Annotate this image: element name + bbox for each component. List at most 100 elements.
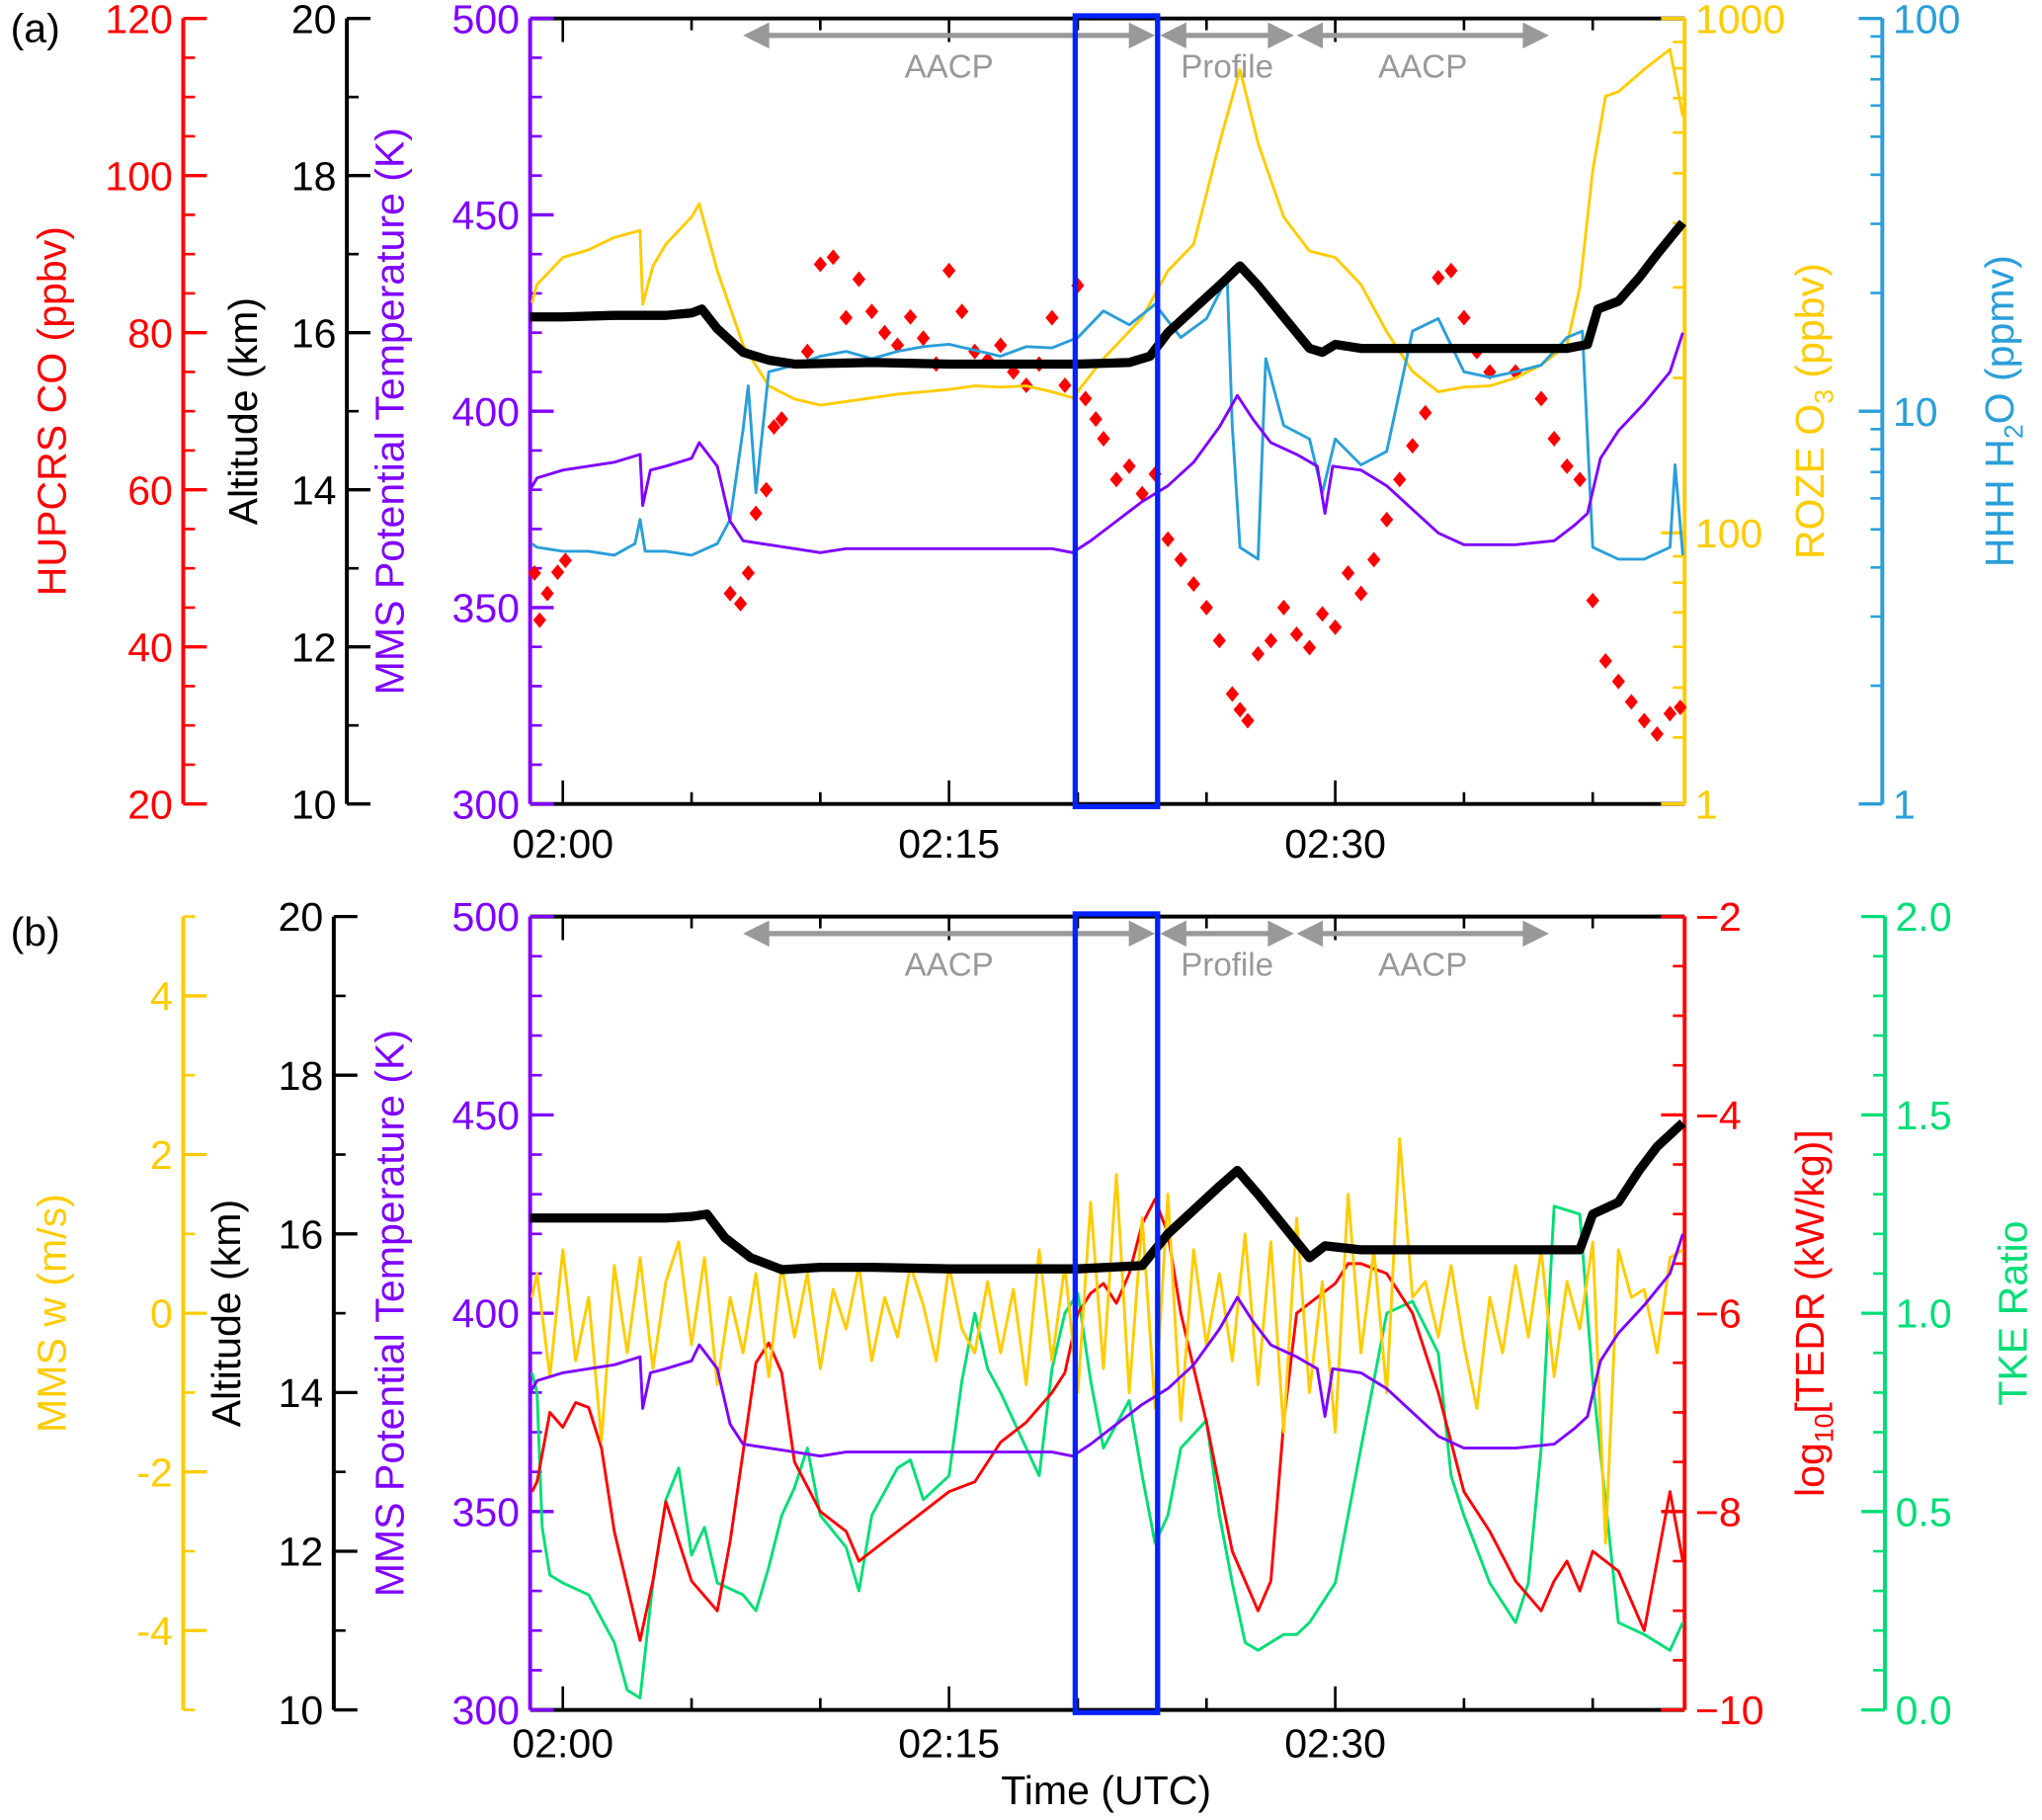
co-data-point (1212, 632, 1226, 649)
y-axis-title-co: HUPCRS CO (ppbv) (29, 226, 74, 596)
co-data-point (1586, 592, 1599, 609)
y-axis-alt: 10 12 14 16 18 20 Altitude (km) (220, 0, 370, 827)
y-tick-label-tke: 0.0 (1896, 1688, 1952, 1733)
y-tick-label-alt: 18 (279, 1053, 324, 1099)
co-data-point (1560, 457, 1574, 474)
y-axis-title-theta: MMS Potential Temperature (K) (367, 1030, 412, 1597)
co-data-point (1097, 431, 1110, 447)
y-tick-label-w: 2 (150, 1132, 173, 1178)
y-axis-title-text: ROZE O (1787, 404, 1833, 559)
phase-annotation: AACP (1296, 920, 1549, 983)
co-data-point (955, 303, 969, 320)
co-data-point (1058, 376, 1072, 393)
arrow-head-left-icon (743, 920, 770, 948)
y-axis-title-text: TKE Ratio (1990, 1221, 2035, 1406)
y-axis-title-text: Altitude (km) (204, 1200, 249, 1427)
y-tick-label-co: 40 (127, 624, 173, 670)
co-data-point (877, 324, 892, 341)
co-data-point (1122, 457, 1136, 474)
co-data-point (540, 585, 554, 602)
arrow-head-right-icon (1267, 920, 1294, 948)
y-axis-theta: 300 350 400 450 500 MMS Potential Temperature… (367, 0, 554, 827)
arrow-head-left-icon (1296, 22, 1324, 49)
series-h2o-line (531, 276, 1684, 561)
x-tick-label: 02:30 (1284, 821, 1386, 867)
y-tick-label-co: 20 (127, 782, 173, 827)
arrow-head-left-icon (1160, 22, 1186, 49)
y-tick-label-co: 80 (127, 310, 173, 356)
series-theta-line (529, 332, 1684, 554)
co-data-point (942, 262, 956, 279)
y-tick-label-o3: 100 (1695, 511, 1763, 556)
y-axis-title-h2o: HHH H2O (ppmv) (1977, 255, 2028, 567)
phase-label: AACP (1378, 947, 1467, 983)
co-data-point (864, 303, 879, 320)
co-data-point (1328, 619, 1343, 635)
x-tick-label: 02:15 (898, 821, 1000, 867)
co-data-point (550, 564, 565, 581)
co-data-point (903, 308, 918, 325)
y-tick-label-w: 4 (150, 973, 173, 1019)
y-tick-label-alt: 20 (291, 0, 337, 41)
y-tick-label-tke: 1.0 (1896, 1291, 1952, 1337)
co-data-point (1598, 653, 1612, 669)
y-axis-title-subscript: 2 (2000, 424, 2029, 439)
y-tick-label-co: 60 (127, 467, 173, 513)
co-data-point (1251, 645, 1266, 662)
y-axis-h2o: 1 10 100 HHH H2O (ppmv) (1858, 0, 2029, 827)
y-axis-title-tail: O (ppmv) (1977, 255, 2022, 424)
y-tick-label-alt: 14 (291, 467, 337, 513)
arrow-head-right-icon (1522, 920, 1549, 948)
co-data-point (1380, 511, 1394, 528)
co-data-point (1534, 390, 1548, 407)
y-axis-title-w: MMS w (m/s) (29, 1194, 74, 1433)
arrow-head-right-icon (1267, 22, 1294, 49)
y-tick-label-alt: 10 (279, 1688, 324, 1733)
phase-label: AACP (1378, 48, 1467, 85)
y-tick-label-h2o: 10 (1893, 389, 1938, 435)
y-tick-label-theta: 300 (452, 1688, 521, 1733)
y-axis-title-subscript: 10 (1809, 1414, 1838, 1443)
co-data-point (1663, 705, 1677, 722)
y-tick-label-theta: 500 (452, 0, 521, 41)
co-data-point (1444, 262, 1458, 279)
y-tick-label-theta: 350 (452, 585, 521, 630)
y-tick-label-tedr: −2 (1695, 894, 1742, 940)
y-axis-alt: 10 12 14 16 18 20 Altitude (km) (204, 894, 358, 1733)
y-tick-label-alt: 10 (291, 782, 337, 827)
co-data-point (1289, 626, 1304, 642)
co-data-point (852, 271, 866, 288)
y-tick-label-co: 100 (105, 153, 173, 199)
co-data-point (775, 411, 788, 428)
co-data-point (749, 505, 763, 522)
co-data-point (916, 330, 931, 347)
co-data-point (994, 337, 1008, 354)
y-tick-label-theta: 450 (452, 1093, 521, 1138)
y-tick-label-tke: 0.5 (1896, 1489, 1952, 1534)
co-data-point (1225, 686, 1239, 703)
series-o3-line (531, 47, 1684, 407)
y-axis-title-tke: TKE Ratio (1990, 1221, 2035, 1406)
y-axis-title-tail: (ppbv) (1787, 263, 1833, 389)
arrow-head-left-icon (1296, 920, 1324, 948)
co-data-point (1611, 673, 1625, 690)
y-axis-title-text: MMS w (m/s) (29, 1194, 74, 1433)
y-axis-theta: 300 350 400 450 500 MMS Potential Temperature… (367, 894, 554, 1733)
co-data-point (1393, 471, 1407, 488)
arrow-head-right-icon (1128, 22, 1156, 49)
y-tick-label-o3: 1000 (1695, 0, 1785, 41)
y-tick-label-theta: 400 (452, 1291, 521, 1337)
y-tick-label-w: 0 (150, 1291, 173, 1337)
panel-label-a: (a) (11, 6, 60, 51)
y-axis-co: 20 40 60 80 100 120 HUPCRS CO (ppbv) (29, 0, 207, 827)
co-data-point (1637, 712, 1651, 729)
co-data-point (1241, 712, 1255, 729)
x-tick-label: 02:30 (1284, 1720, 1386, 1766)
y-tick-label-w: -4 (136, 1609, 173, 1654)
panel-a: (a) 02:00 02:15 02:3020406080100120HUPCRS … (11, 0, 2029, 867)
series-mms-w-line (531, 1137, 1684, 1545)
y-axis-title-text: Altitude (km) (220, 297, 266, 525)
x-tick-label: 02:00 (512, 1720, 613, 1766)
y-tick-label-w: -2 (136, 1449, 173, 1495)
co-data-point (890, 337, 905, 354)
